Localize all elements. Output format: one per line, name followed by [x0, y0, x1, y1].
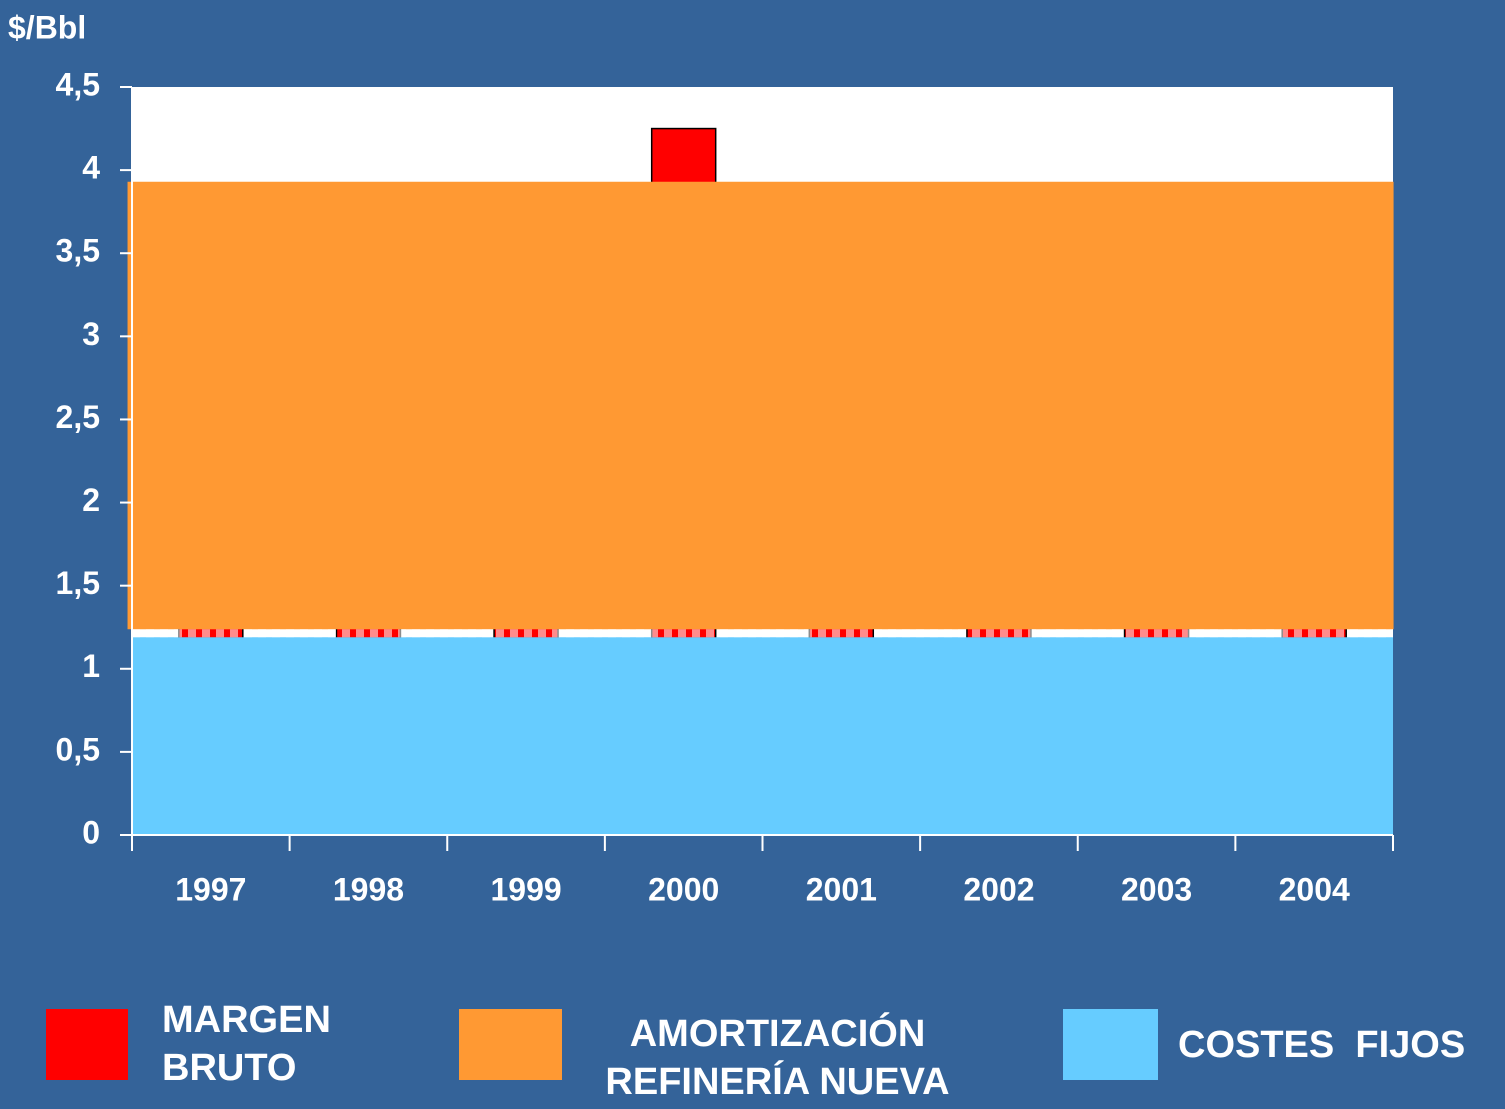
legend-swatch: [1063, 1009, 1158, 1080]
y-tick-label: 4,5: [56, 66, 100, 102]
y-tick-label: 3: [82, 316, 100, 352]
y-tick-label: 4: [82, 150, 100, 186]
y-tick-label: 3,5: [56, 233, 100, 269]
y-tick-label: 2,5: [56, 399, 100, 435]
legend-label: MARGEN BRUTO: [162, 999, 331, 1089]
area: [132, 637, 1393, 835]
x-tick-label: 2000: [648, 871, 719, 907]
y-tick-label: 0: [82, 814, 100, 850]
x-tick-label: 2002: [963, 871, 1034, 907]
y-axis-label: $/Bbl: [8, 9, 86, 45]
y-tick-label: 1: [82, 648, 100, 684]
x-tick-label: 2001: [806, 871, 877, 907]
x-tick-label: 2003: [1121, 871, 1192, 907]
y-tick-label: 2: [82, 482, 100, 518]
x-tick-label: 1999: [490, 871, 561, 907]
legend-label: AMORTIZACIÓN REFINERÍA NUEVA: [605, 1013, 950, 1103]
legend-swatch: [459, 1009, 562, 1080]
x-tick-label: 2004: [1279, 871, 1350, 907]
y-tick-label: 0,5: [56, 731, 100, 767]
x-tick-label: 1997: [175, 871, 246, 907]
y-tick-label: 1,5: [56, 565, 100, 601]
x-tick-label: 1998: [333, 871, 404, 907]
area: [127, 181, 1394, 630]
legend-swatch: [46, 1009, 128, 1080]
legend-label: COSTES FIJOS: [1178, 1024, 1466, 1066]
